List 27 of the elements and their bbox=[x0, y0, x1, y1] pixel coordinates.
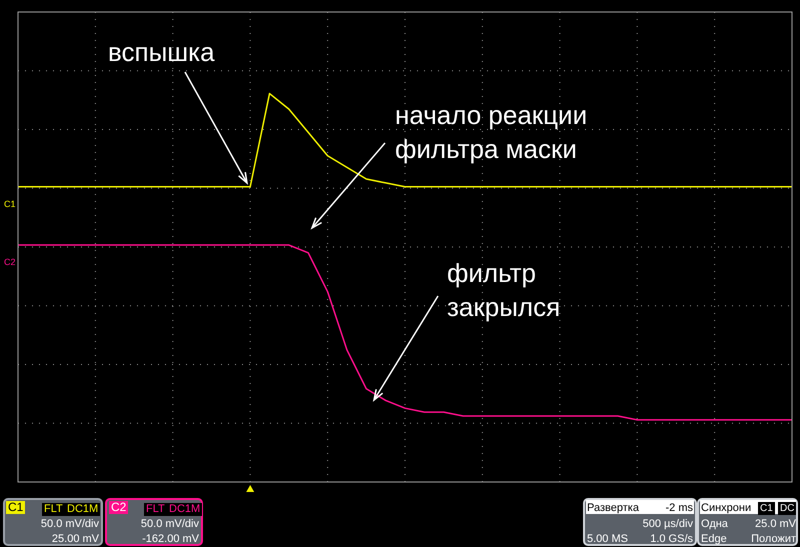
text: C1 bbox=[6, 500, 26, 514]
text: FLT bbox=[42, 503, 65, 516]
text: -162.00 mV bbox=[142, 533, 199, 546]
text: Положит bbox=[751, 533, 796, 546]
text: FLT bbox=[144, 503, 167, 516]
text: Синхрони bbox=[701, 502, 752, 515]
text: 25.00 mV bbox=[52, 533, 99, 546]
text: 50.0 mV/div bbox=[140, 518, 199, 531]
text: C1 bbox=[758, 502, 775, 515]
series-label: C1 bbox=[4, 198, 16, 209]
text: -2 ms bbox=[666, 502, 693, 515]
series-label: C2 bbox=[4, 257, 16, 268]
text: 1.0 GS/s bbox=[650, 533, 693, 546]
text: Развертка bbox=[587, 502, 639, 515]
text: DC bbox=[778, 502, 796, 515]
text: Одна bbox=[701, 518, 728, 531]
annotation: начало реакции фильтра маски bbox=[395, 99, 588, 166]
text: DC1M bbox=[167, 503, 202, 516]
text: 5.00 MS bbox=[587, 533, 628, 546]
annotation: фильтр закрылся bbox=[447, 257, 560, 324]
text: 25.0 mV bbox=[755, 518, 796, 531]
text: DC1M bbox=[65, 503, 100, 516]
text: Edge bbox=[701, 533, 727, 546]
text: вспышка bbox=[108, 36, 215, 69]
text: 50.0 mV/div bbox=[40, 518, 99, 531]
text: 500 µs/div bbox=[642, 518, 693, 531]
text: C2 bbox=[109, 500, 128, 514]
